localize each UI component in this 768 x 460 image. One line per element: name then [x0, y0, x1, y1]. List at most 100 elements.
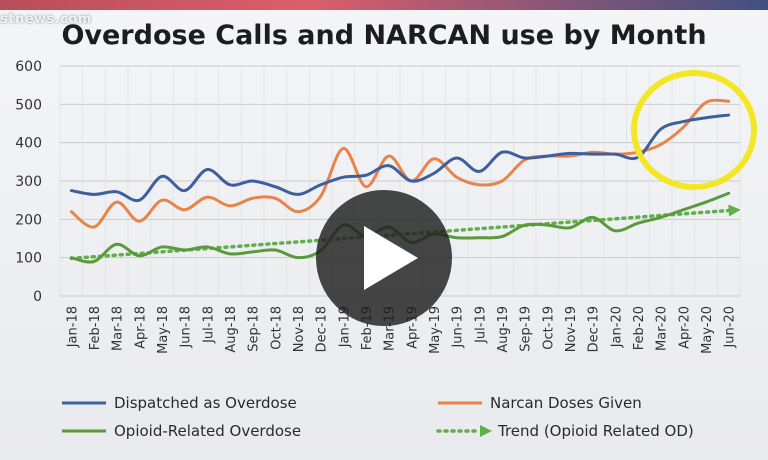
data-point-trend-opioid-related-od	[297, 241, 299, 243]
data-point-dispatched-as-overdose	[138, 199, 140, 201]
data-point-opioid-related-overdose	[682, 209, 684, 211]
broadcast-banner	[0, 0, 768, 10]
data-point-narcan-doses-given	[387, 155, 389, 157]
x-tick-label: Oct-18	[269, 306, 284, 350]
series-line-dispatched-as-overdose	[69, 113, 731, 203]
play-icon	[364, 226, 418, 290]
data-point-dispatched-as-overdose	[183, 189, 185, 191]
data-point-dispatched-as-overdose	[501, 151, 503, 153]
data-point-dispatched-as-overdose	[229, 184, 231, 186]
trend-arrowhead	[728, 204, 741, 217]
x-tick-label: Aug-19	[496, 306, 511, 353]
x-tick-label: Jul-19	[473, 306, 488, 344]
chart-title: Overdose Calls and NARCAN use by Month	[61, 20, 706, 51]
data-point-dispatched-as-overdose	[455, 157, 457, 159]
data-point-trend-opioid-related-od	[705, 211, 707, 213]
data-point-dispatched-as-overdose	[161, 175, 163, 177]
legend-label: Opioid-Related Overdose	[114, 422, 301, 440]
data-point-opioid-related-overdose	[569, 227, 571, 229]
data-point-opioid-related-overdose	[727, 192, 729, 194]
data-point-trend-opioid-related-od	[682, 213, 684, 215]
x-tick-label: Sep-19	[519, 306, 534, 352]
data-point-opioid-related-overdose	[478, 237, 480, 239]
data-point-trend-opioid-related-od	[229, 245, 231, 247]
data-point-trend-opioid-related-od	[93, 255, 95, 257]
data-point-trend-opioid-related-od	[727, 209, 729, 211]
data-point-opioid-related-overdose	[115, 243, 117, 245]
data-point-opioid-related-overdose	[93, 260, 95, 262]
data-point-opioid-related-overdose	[138, 255, 140, 257]
data-point-opioid-related-overdose	[501, 235, 503, 237]
legend-arrowhead	[480, 425, 492, 437]
x-tick-label: Oct-19	[541, 306, 556, 350]
data-point-narcan-doses-given	[297, 210, 299, 212]
y-tick-label: 200	[15, 212, 42, 228]
data-point-dispatched-as-overdose	[251, 180, 253, 182]
data-point-opioid-related-overdose	[274, 249, 276, 251]
x-tick-label: Mar-18	[111, 306, 126, 351]
data-point-trend-opioid-related-od	[569, 221, 571, 223]
data-point-opioid-related-overdose	[229, 253, 231, 255]
data-point-trend-opioid-related-od	[501, 226, 503, 228]
x-tick-label: Feb-20	[632, 306, 647, 350]
data-point-narcan-doses-given	[659, 143, 661, 145]
data-point-dispatched-as-overdose	[319, 184, 321, 186]
data-point-opioid-related-overdose	[251, 251, 253, 253]
x-tick-label: Mar-20	[655, 306, 670, 351]
data-point-dispatched-as-overdose	[70, 189, 72, 191]
data-point-dispatched-as-overdose	[115, 191, 117, 193]
play-button[interactable]	[316, 190, 452, 326]
data-point-narcan-doses-given	[115, 201, 117, 203]
legend-entry: Dispatched as Overdose	[62, 394, 297, 412]
legend-entry: Narcan Doses Given	[438, 394, 642, 412]
data-point-dispatched-as-overdose	[206, 168, 208, 170]
data-point-opioid-related-overdose	[546, 224, 548, 226]
x-tick-label: Dec-18	[315, 306, 330, 352]
data-point-narcan-doses-given	[365, 186, 367, 188]
data-point-dispatched-as-overdose	[546, 155, 548, 157]
data-point-dispatched-as-overdose	[433, 172, 435, 174]
data-point-dispatched-as-overdose	[705, 117, 707, 119]
x-tick-label: May-19	[428, 306, 443, 354]
data-point-dispatched-as-overdose	[365, 174, 367, 176]
x-tick-label: Jan-19	[337, 306, 352, 348]
legend-label: Narcan Doses Given	[490, 394, 642, 412]
y-tick-label: 500	[15, 97, 42, 113]
data-point-dispatched-as-overdose	[614, 153, 616, 155]
data-point-dispatched-as-overdose	[591, 153, 593, 155]
station-watermark: stnews.com	[0, 12, 92, 27]
data-point-trend-opioid-related-od	[478, 227, 480, 229]
data-point-narcan-doses-given	[705, 101, 707, 103]
data-point-narcan-doses-given	[161, 199, 163, 201]
x-tick-label: Dec-19	[587, 306, 602, 352]
x-tick-label: Apr-20	[677, 306, 692, 349]
x-tick-label: Nov-19	[564, 306, 579, 352]
data-point-opioid-related-overdose	[523, 224, 525, 226]
data-point-trend-opioid-related-od	[274, 242, 276, 244]
x-tick-label: May-20	[700, 306, 715, 354]
data-point-dispatched-as-overdose	[342, 176, 344, 178]
data-point-narcan-doses-given	[274, 197, 276, 199]
data-point-trend-opioid-related-od	[591, 219, 593, 221]
data-point-dispatched-as-overdose	[682, 120, 684, 122]
x-tick-label: Apr-18	[133, 306, 148, 349]
data-point-dispatched-as-overdose	[659, 128, 661, 130]
data-point-opioid-related-overdose	[455, 237, 457, 239]
legend-label: Dispatched as Overdose	[114, 394, 297, 412]
data-point-narcan-doses-given	[569, 155, 571, 157]
y-tick-label: 300	[15, 174, 42, 190]
data-point-narcan-doses-given	[70, 210, 72, 212]
data-point-narcan-doses-given	[342, 147, 344, 149]
x-tick-label: Jun-19	[451, 306, 466, 349]
data-point-dispatched-as-overdose	[297, 193, 299, 195]
y-tick-label: 100	[15, 251, 42, 267]
data-point-dispatched-as-overdose	[93, 193, 95, 195]
data-point-trend-opioid-related-od	[455, 229, 457, 231]
data-point-narcan-doses-given	[433, 158, 435, 160]
data-point-narcan-doses-given	[727, 100, 729, 102]
data-point-narcan-doses-given	[501, 180, 503, 182]
data-point-trend-opioid-related-od	[115, 254, 117, 256]
data-point-dispatched-as-overdose	[569, 152, 571, 154]
data-point-narcan-doses-given	[478, 184, 480, 186]
